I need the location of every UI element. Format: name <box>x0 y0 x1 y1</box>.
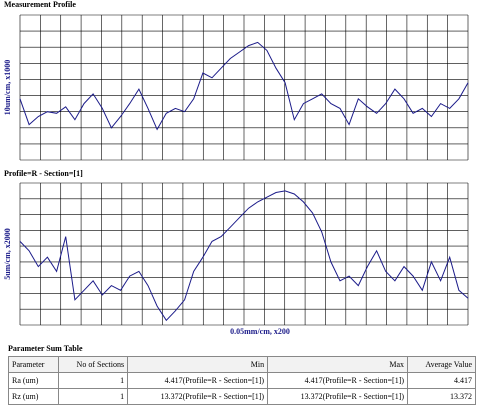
table-cell: Max <box>267 356 409 373</box>
table-cell: Parameter <box>8 356 59 373</box>
table-cell: 4.417 <box>407 372 476 389</box>
table-cell: 4.417(Profile=R - Section=[1]) <box>267 372 409 389</box>
table-cell: Ra (um) <box>8 372 59 389</box>
table-cell: 1 <box>57 388 129 405</box>
chart-title: Measurement Profile <box>4 0 76 9</box>
table-cell: 13.372(Profile=R - Section=[1]) <box>267 388 409 405</box>
table-cell: 4.417(Profile=R - Section=[1]) <box>127 372 269 389</box>
table-title: Parameter Sum Table <box>8 344 83 353</box>
profile-line <box>19 41 469 131</box>
y-axis-label: 5um/cm, x2000 <box>3 228 12 280</box>
chart-title: Profile=R - Section=[1] <box>4 169 83 178</box>
table-cell: 13.372(Profile=R - Section=[1]) <box>127 388 269 405</box>
table-cell: No of Sections <box>57 356 129 373</box>
profile-line <box>19 190 469 322</box>
y-axis-label: 10um/cm, x1000 <box>3 60 12 116</box>
table-row: Rz (um) 1 13.372(Profile=R - Section=[1]) 1… <box>8 388 476 405</box>
table-cell: Average Value <box>407 356 476 373</box>
header-row: Parameter No of Sections Min Max Average Val… <box>8 356 476 373</box>
table-row: Ra (um) 1 4.417(Profile=R - Section=[1]) 4.… <box>8 372 476 389</box>
table-cell: 13.372 <box>407 388 476 405</box>
sum-table: Parameter No of Sections Min Max Average Val… <box>8 356 476 405</box>
table-cell: 1 <box>57 372 129 389</box>
x-axis-label: 0.05mm/cm, x200 <box>230 327 290 336</box>
table-cell: Min <box>127 356 269 373</box>
charts: Measurement Profile 10um/cm, x1000 Profile… <box>3 0 469 336</box>
table-cell: Rz (um) <box>8 388 59 405</box>
